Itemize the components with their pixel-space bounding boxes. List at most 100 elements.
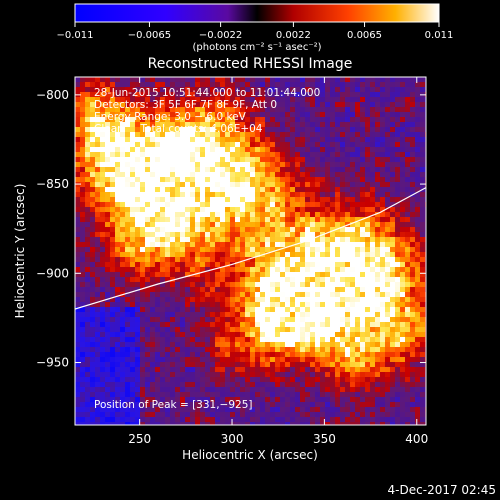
heatmap-cell [385,417,391,423]
heatmap-cell [270,337,276,343]
heatmap-cell [245,332,251,338]
heatmap-cell [410,412,416,418]
heatmap-cell [105,157,111,163]
heatmap-cell [220,92,226,98]
heatmap-cell [315,317,321,323]
heatmap-cell [100,162,106,168]
heatmap-cell [305,97,311,103]
heatmap-cell [355,257,361,263]
heatmap-cell [415,282,421,288]
heatmap-cell [355,152,361,158]
heatmap-cell [290,222,296,228]
heatmap-cell [205,92,211,98]
heatmap-cell [140,107,146,113]
heatmap-cell [225,232,231,238]
heatmap-cell [120,187,126,193]
heatmap-cell [270,172,276,178]
heatmap-cell [170,207,176,213]
heatmap-cell [205,342,211,348]
heatmap-cell [315,87,321,93]
heatmap-cell [235,77,241,83]
heatmap-cell [300,202,306,208]
heatmap-cell [160,157,166,163]
heatmap-cell [385,212,391,218]
heatmap-cell [265,342,271,348]
heatmap-cell [135,207,141,213]
heatmap-cell [200,127,206,133]
heatmap-cell [335,302,341,308]
heatmap-cell [170,322,176,328]
heatmap-cell [345,237,351,243]
heatmap-cell [110,167,116,173]
heatmap-cell [90,292,96,298]
heatmap-cell [90,217,96,223]
heatmap-cell [240,87,246,93]
heatmap-cell [245,277,251,283]
heatmap-cell [265,277,271,283]
heatmap-cell [180,412,186,418]
heatmap-cell [365,307,371,313]
heatmap-cell [200,292,206,298]
heatmap-cell [255,297,261,303]
heatmap-cell [145,262,151,268]
heatmap-cell [420,212,426,218]
heatmap-cell [355,232,361,238]
heatmap-cell [305,172,311,178]
heatmap-cell [375,337,381,343]
heatmap-cell [360,362,366,368]
heatmap-cell [85,147,91,153]
heatmap-cell [270,242,276,248]
heatmap-cell [95,92,101,98]
heatmap-cell [150,327,156,333]
heatmap-cell [85,97,91,103]
heatmap-cell [290,332,296,338]
heatmap-cell [320,187,326,193]
heatmap-cell [185,372,191,378]
heatmap-cell [245,227,251,233]
heatmap-cell [125,417,131,423]
heatmap-cell [290,107,296,113]
heatmap-cell [400,407,406,413]
heatmap-cell [80,422,86,425]
solar-limb-arc [75,187,426,310]
heatmap-cell [305,197,311,203]
heatmap-cell [280,402,286,408]
heatmap-cell [340,297,346,303]
heatmap-cell [390,132,396,138]
heatmap-cell [100,362,106,368]
heatmap-cell [235,222,241,228]
heatmap-cell [165,327,171,333]
heatmap-cell [370,132,376,138]
heatmap-cell [130,322,136,328]
heatmap-cell [300,227,306,233]
heatmap-cell [310,162,316,168]
heatmap-cell [215,167,221,173]
heatmap-cell [370,187,376,193]
heatmap-cell [270,237,276,243]
heatmap-cell [120,182,126,188]
heatmap-cell [365,372,371,378]
heatmap-cell [240,192,246,198]
heatmap-cell [175,117,181,123]
heatmap-cell [185,387,191,393]
heatmap-cell [100,132,106,138]
heatmap-cell [340,267,346,273]
heatmap-cell [100,147,106,153]
heatmap-cell [325,97,331,103]
heatmap-cell [165,87,171,93]
heatmap-cell [175,247,181,253]
heatmap-cell [400,122,406,128]
heatmap-cell [355,252,361,258]
heatmap-cell [350,182,356,188]
heatmap-cell [355,227,361,233]
heatmap-cell [355,192,361,198]
heatmap-cell [110,187,116,193]
heatmap-cell [95,127,101,133]
heatmap-cell [310,372,316,378]
heatmap-cell [160,382,166,388]
heatmap-cell [95,347,101,353]
heatmap-cell [120,137,126,143]
heatmap-cell [390,387,396,393]
heatmap-cell [140,262,146,268]
heatmap-cell [110,137,116,143]
